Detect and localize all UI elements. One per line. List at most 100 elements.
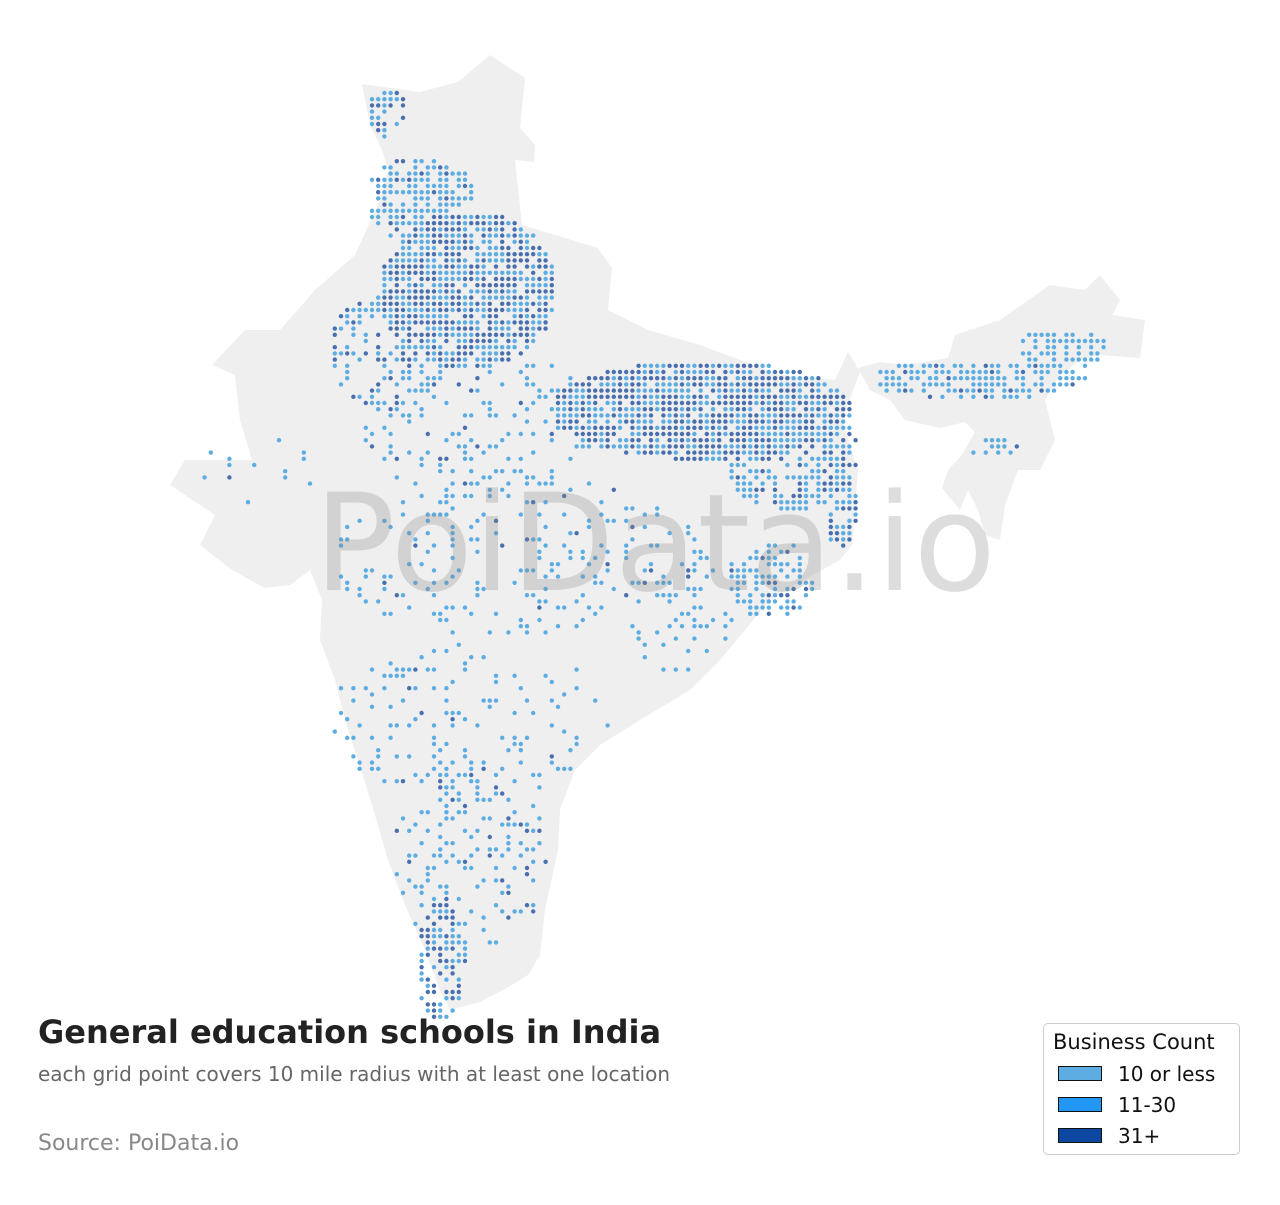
- grid-point: [971, 450, 976, 455]
- grid-point: [475, 214, 480, 220]
- grid-point: [462, 605, 468, 610]
- grid-point: [1051, 357, 1057, 362]
- grid-point: [599, 605, 604, 610]
- grid-point: [407, 264, 412, 269]
- grid-point: [376, 599, 381, 604]
- grid-point: [692, 562, 697, 567]
- grid-point: [766, 543, 771, 548]
- grid-point: [803, 493, 809, 499]
- grid-point: [506, 748, 511, 753]
- grid-point: [766, 475, 771, 480]
- grid-point: [754, 382, 759, 387]
- grid-point: [630, 537, 635, 542]
- grid-point: [357, 586, 362, 592]
- grid-point: [915, 369, 920, 375]
- grid-point: [438, 190, 443, 195]
- grid-point: [673, 617, 678, 623]
- grid-point: [766, 549, 771, 554]
- grid-point: [487, 345, 492, 350]
- grid-point: [543, 673, 548, 678]
- grid-point: [400, 177, 406, 182]
- grid-point: [487, 301, 492, 306]
- grid-point: [741, 400, 747, 406]
- grid-point: [506, 264, 511, 269]
- grid-point: [531, 245, 536, 251]
- grid-point: [679, 376, 685, 381]
- grid-point: [382, 270, 387, 275]
- grid-point: [1020, 369, 1026, 375]
- grid-point: [568, 400, 573, 406]
- grid-point: [425, 332, 430, 337]
- grid-point: [487, 283, 492, 288]
- grid-point: [506, 481, 511, 486]
- grid-point: [989, 388, 995, 393]
- grid-point: [760, 382, 765, 387]
- grid-point: [444, 276, 449, 282]
- grid-point: [493, 357, 499, 362]
- grid-point: [450, 760, 455, 765]
- grid-point: [394, 779, 399, 784]
- grid-point: [524, 828, 530, 833]
- grid-point: [648, 400, 654, 406]
- grid-point: [407, 531, 412, 536]
- grid-point: [487, 630, 492, 635]
- grid-point: [717, 400, 722, 406]
- grid-point: [834, 537, 840, 542]
- grid-point: [1039, 351, 1044, 356]
- grid-point: [413, 289, 418, 294]
- grid-point: [369, 177, 375, 182]
- grid-point: [456, 252, 461, 257]
- grid-point: [754, 376, 759, 381]
- grid-point: [456, 227, 461, 232]
- grid-point: [698, 413, 703, 418]
- grid-point: [791, 475, 796, 480]
- grid-point: [1064, 376, 1069, 381]
- grid-point: [518, 617, 523, 623]
- grid-point: [785, 425, 790, 430]
- grid-point: [1027, 363, 1032, 368]
- grid-point: [518, 252, 523, 257]
- grid-point: [847, 462, 852, 468]
- grid-point: [506, 338, 511, 344]
- grid-point: [407, 419, 412, 424]
- grid-point: [754, 438, 759, 443]
- grid-point: [382, 686, 387, 691]
- grid-point: [605, 562, 610, 567]
- grid-point: [748, 555, 753, 561]
- grid-point: [431, 766, 437, 771]
- grid-point: [450, 289, 455, 294]
- grid-point: [1033, 345, 1038, 350]
- grid-point: [419, 338, 424, 344]
- grid-point: [661, 580, 666, 585]
- grid-point: [673, 444, 678, 449]
- grid-point: [549, 283, 554, 288]
- grid-point: [741, 481, 747, 486]
- grid-point: [518, 295, 523, 300]
- grid-point: [450, 301, 455, 306]
- grid-point: [462, 772, 468, 778]
- grid-point: [382, 400, 387, 406]
- grid-point: [524, 376, 530, 381]
- grid-point: [735, 413, 740, 418]
- grid-point: [531, 363, 536, 368]
- grid-point: [934, 382, 939, 387]
- grid-point: [500, 307, 505, 313]
- grid-point: [1058, 338, 1063, 344]
- grid-point: [841, 524, 846, 530]
- grid-point: [847, 400, 852, 406]
- grid-point: [909, 388, 914, 393]
- grid-point: [574, 388, 579, 393]
- grid-point: [500, 326, 505, 331]
- grid-point: [605, 400, 610, 406]
- grid-point: [524, 289, 530, 294]
- grid-point: [493, 295, 499, 300]
- grid-point: [388, 289, 393, 294]
- grid-point: [462, 828, 468, 833]
- grid-point: [438, 1014, 443, 1019]
- grid-point: [345, 735, 350, 740]
- grid-point: [741, 438, 747, 443]
- grid-point: [562, 419, 567, 424]
- grid-point: [624, 555, 629, 561]
- grid-point: [388, 208, 393, 213]
- grid-point: [1002, 394, 1007, 399]
